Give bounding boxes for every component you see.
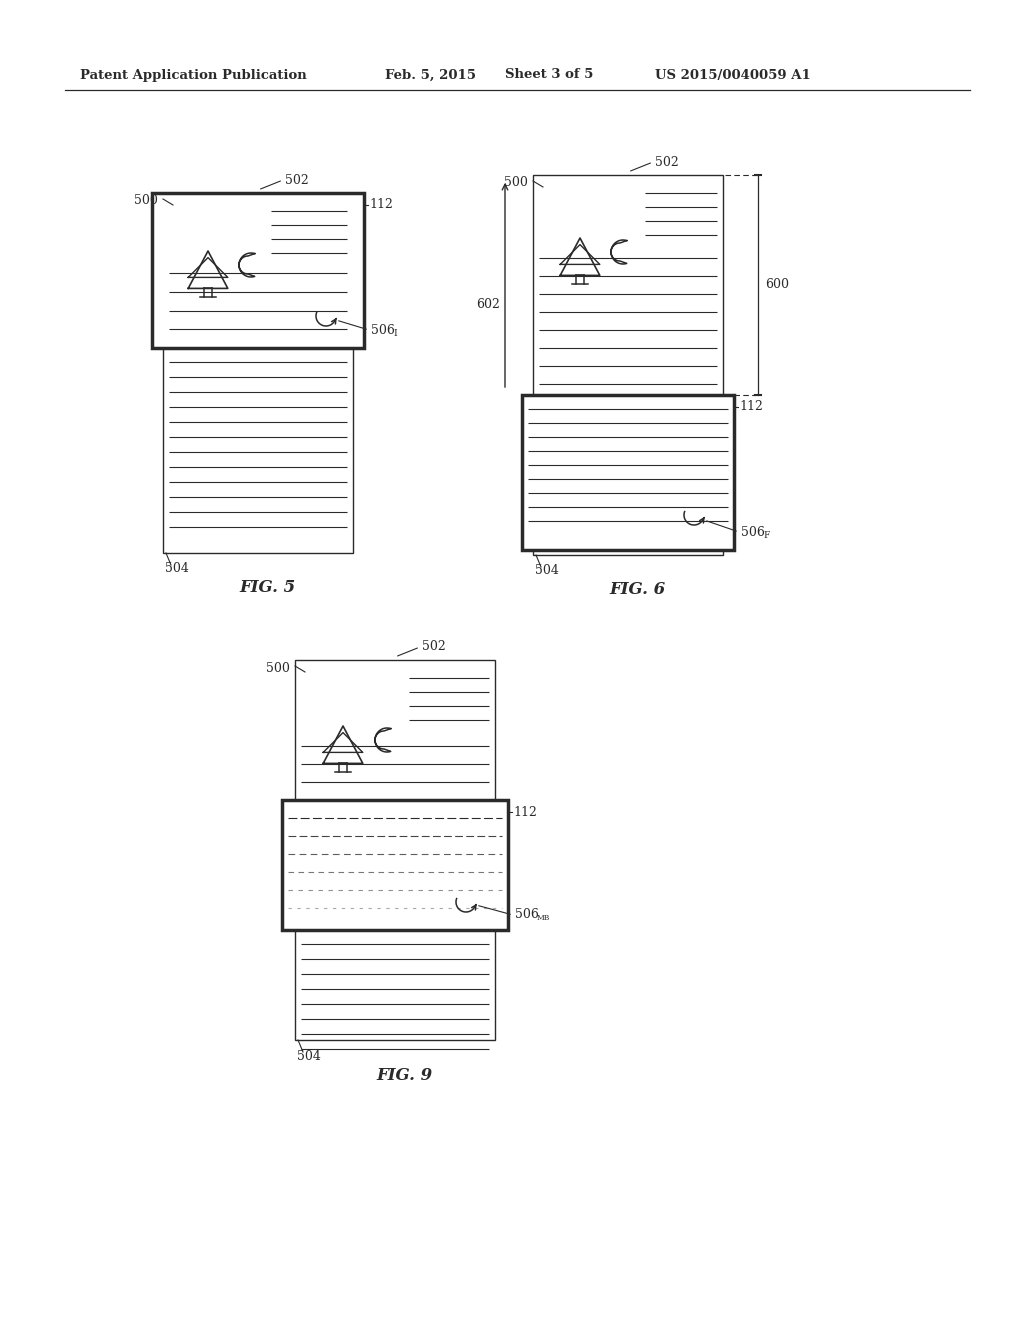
Text: Feb. 5, 2015: Feb. 5, 2015	[385, 69, 476, 82]
Bar	[295, 660, 495, 1040]
Bar	[152, 193, 364, 348]
Text: 502: 502	[285, 173, 309, 186]
Text: 506: 506	[741, 525, 765, 539]
Bar	[534, 176, 723, 554]
Text: US 2015/0040059 A1: US 2015/0040059 A1	[655, 69, 811, 82]
Text: Patent Application Publication: Patent Application Publication	[80, 69, 307, 82]
Text: F: F	[763, 531, 769, 540]
Text: 504: 504	[297, 1049, 321, 1063]
Text: FIG. 6: FIG. 6	[610, 582, 667, 598]
Text: Sheet 3 of 5: Sheet 3 of 5	[505, 69, 593, 82]
Text: MB: MB	[537, 913, 550, 921]
Text: 506: 506	[515, 908, 539, 921]
Text: 602: 602	[476, 298, 500, 312]
Text: 600: 600	[765, 279, 790, 292]
Text: 502: 502	[655, 156, 679, 169]
Text: 506: 506	[371, 323, 395, 337]
Text: 500: 500	[504, 177, 528, 190]
Bar	[282, 800, 508, 931]
Bar	[522, 395, 734, 550]
Text: I: I	[393, 329, 396, 338]
Text: 504: 504	[165, 562, 188, 576]
Text: 112: 112	[369, 198, 393, 211]
Text: 500: 500	[134, 194, 158, 207]
Text: 500: 500	[266, 661, 290, 675]
Text: 112: 112	[513, 805, 537, 818]
Bar	[163, 193, 353, 553]
Text: FIG. 5: FIG. 5	[240, 579, 296, 597]
Text: 504: 504	[535, 565, 559, 578]
Text: 112: 112	[739, 400, 763, 413]
Text: 502: 502	[422, 640, 445, 653]
Text: FIG. 9: FIG. 9	[377, 1067, 433, 1084]
